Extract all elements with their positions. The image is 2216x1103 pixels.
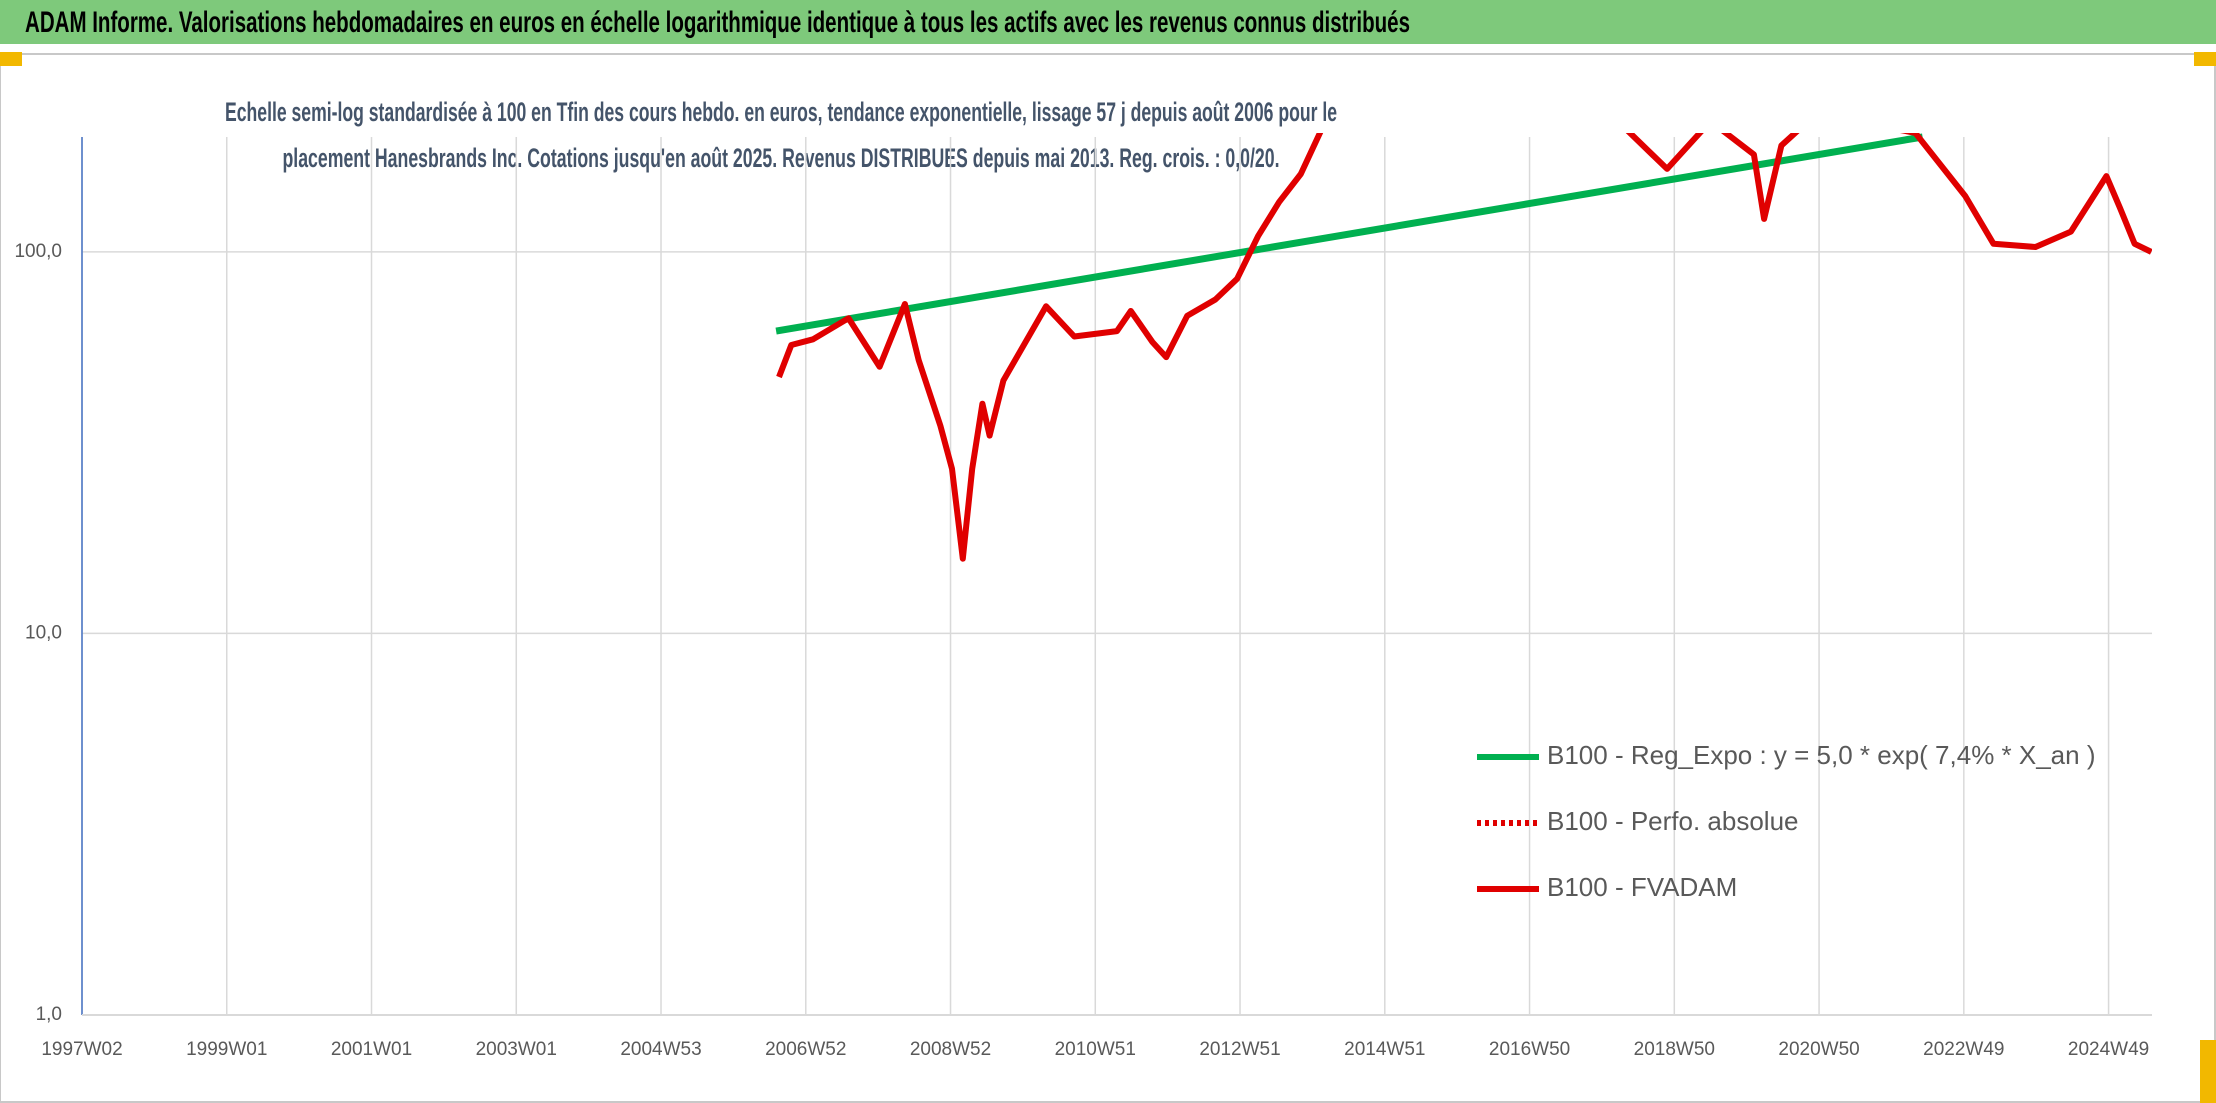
series-line: [776, 133, 2152, 562]
legend-label: B100 - Perfo. absolue: [1547, 806, 1799, 836]
x-tick-label: 2004W53: [620, 1039, 701, 1060]
grid: [81, 137, 2152, 1016]
series-line: [775, 133, 1924, 335]
x-tick-label: 2006W52: [765, 1039, 846, 1060]
y-tick-label: 100,0: [14, 241, 62, 262]
corner-mark: [2194, 52, 2216, 66]
y-tick-label: 10,0: [25, 622, 62, 643]
x-tick-label: 2010W51: [1055, 1039, 1136, 1060]
x-tick-label: 2014W51: [1344, 1039, 1425, 1060]
x-tick-label: 1997W02: [41, 1039, 122, 1060]
x-tick-label: 2016W50: [1489, 1039, 1570, 1060]
x-tick-label: 2001W01: [331, 1039, 412, 1060]
header-band: [0, 0, 2216, 44]
corner-mark: [2200, 1040, 2216, 1103]
chart-frame: [0, 53, 2216, 1103]
x-tick-label: 2022W49: [1923, 1039, 2004, 1060]
chart-title: ADAM Informe. Valorisations hebdomadaire…: [25, 6, 1410, 39]
legend-label: B100 - FVADAM: [1547, 872, 1737, 902]
plot-area: [775, 133, 2152, 562]
corner-mark: [0, 52, 22, 66]
x-tick-label: 2018W50: [1634, 1039, 1715, 1060]
x-tick-label: 2020W50: [1778, 1039, 1859, 1060]
x-tick-label: 1999W01: [186, 1039, 267, 1060]
legend: B100 - Reg_Expo : y = 5,0 * exp( 7,4% * …: [1477, 740, 2096, 902]
y-tick-label: 1,0: [36, 1004, 62, 1025]
x-tick-label: 2024W49: [2068, 1039, 2149, 1060]
x-tick-label: 2008W52: [910, 1039, 991, 1060]
chart-subtitle: placement Hanesbrands Inc. Cotations jus…: [283, 143, 1280, 173]
legend-label: B100 - Reg_Expo : y = 5,0 * exp( 7,4% * …: [1547, 740, 2096, 770]
chart-subtitle: Echelle semi-log standardisée à 100 en T…: [225, 97, 1337, 127]
x-tick-label: 2012W51: [1199, 1039, 1280, 1060]
x-tick-label: 2003W01: [476, 1039, 557, 1060]
